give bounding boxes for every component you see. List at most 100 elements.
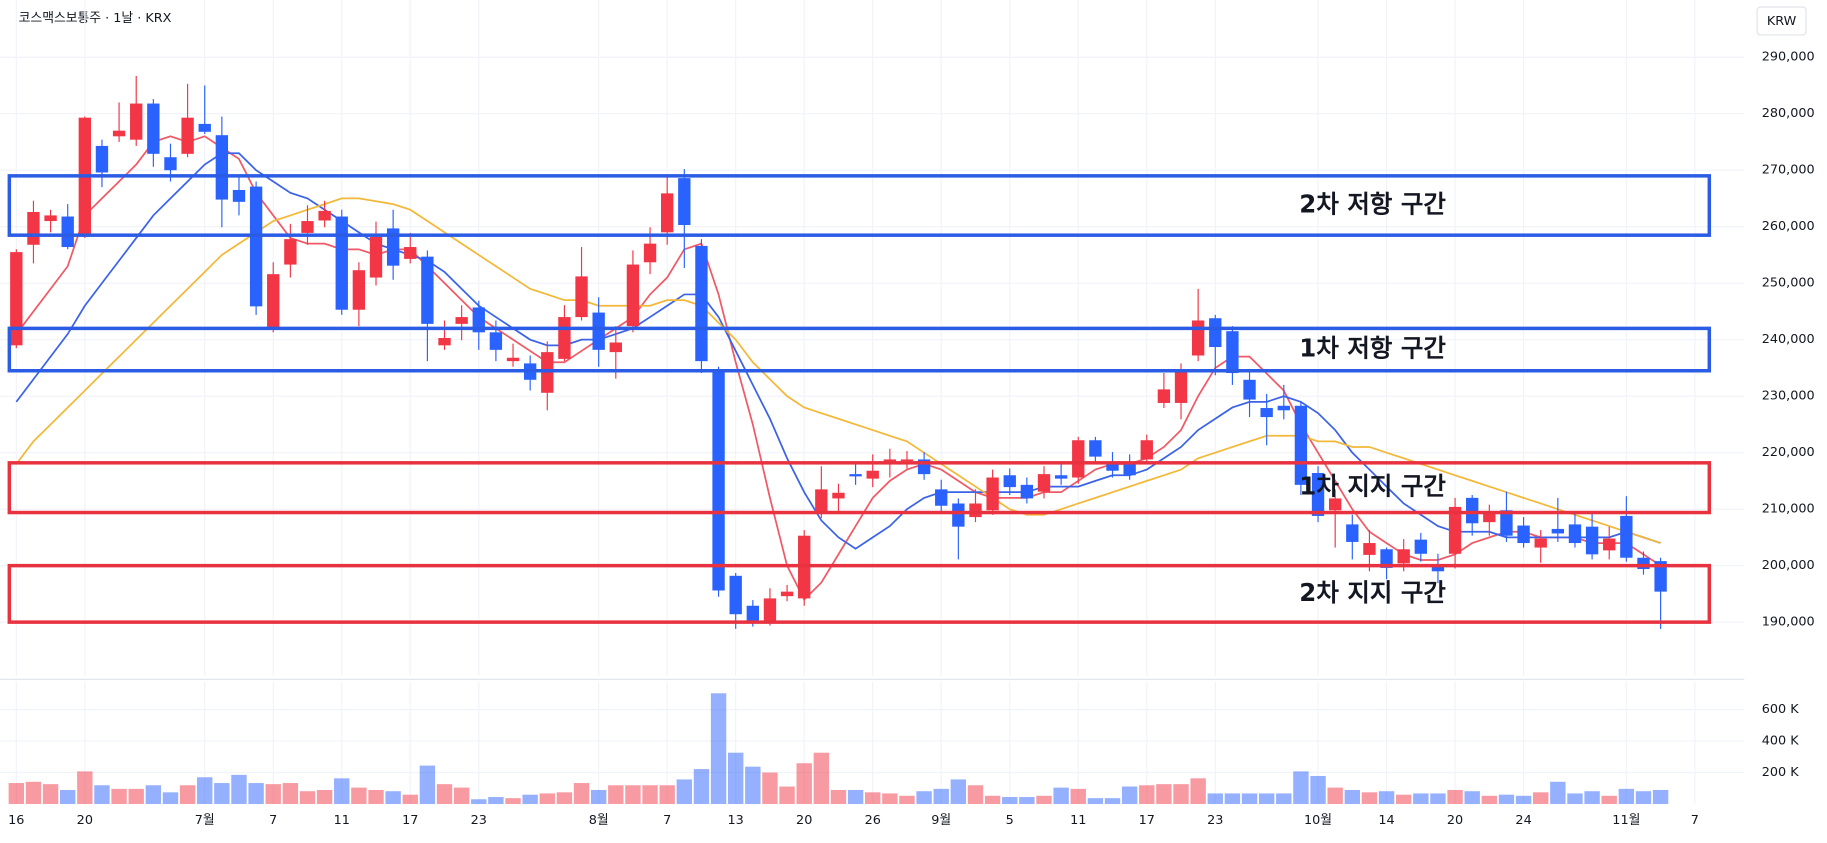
candle-body <box>472 307 485 333</box>
candle-body <box>198 123 211 132</box>
candle-body <box>404 247 417 259</box>
currency-box <box>1756 6 1807 36</box>
volume-bar <box>25 781 42 804</box>
volume-bar <box>334 778 350 804</box>
candle-body <box>1243 379 1256 400</box>
volume-bar <box>676 779 693 804</box>
volume-bar <box>1515 795 1532 804</box>
x-tick-label: 26 <box>865 813 881 828</box>
candle-body <box>1568 524 1582 544</box>
volume-bar <box>316 789 333 804</box>
volume-bar <box>1310 775 1326 804</box>
volume-bar <box>162 792 179 804</box>
candle-body <box>969 503 982 518</box>
volume-bar <box>693 769 710 804</box>
volume-bar <box>882 793 898 804</box>
volume-bar <box>916 791 932 804</box>
candle-body <box>335 216 348 310</box>
volume-bar <box>1327 787 1343 804</box>
candle-body <box>1414 539 1427 554</box>
candle-body <box>712 370 725 591</box>
candle-body <box>369 236 383 278</box>
candle-body <box>1328 498 1342 511</box>
candle-body <box>1483 513 1496 523</box>
volume-bar <box>608 785 624 804</box>
volume-bar <box>625 785 641 804</box>
volume-bar <box>1207 793 1223 804</box>
candle-body <box>866 470 879 479</box>
volume-bar <box>950 779 967 804</box>
candle-body <box>592 312 605 350</box>
candle-body <box>215 135 229 200</box>
candle-body <box>643 243 657 263</box>
candle-body <box>438 337 451 346</box>
candle-body <box>695 245 708 362</box>
volume-bar <box>1276 793 1292 804</box>
candle-body <box>147 103 160 154</box>
candle-body <box>1431 564 1445 572</box>
candle-body <box>1226 331 1239 374</box>
candle-body <box>386 228 400 266</box>
volume-bar <box>847 789 864 804</box>
x-tick-label: 13 <box>728 813 744 828</box>
volume-bar <box>197 777 213 804</box>
volume-bar <box>1156 784 1172 804</box>
volume-bar <box>1190 778 1206 804</box>
volume-bar <box>984 795 1001 804</box>
volume-bar <box>1053 787 1069 804</box>
x-tick-label: 7 <box>1691 813 1699 828</box>
volume-bar <box>1430 793 1446 804</box>
x-tick-label: 14 <box>1378 813 1394 828</box>
volume-bar <box>111 788 127 804</box>
candle-body <box>1603 538 1616 551</box>
volume-bar <box>556 792 573 804</box>
candle-body <box>609 342 622 353</box>
candle-body <box>1174 370 1188 403</box>
x-tick-label: 17 <box>402 813 418 828</box>
zone-label: 1차 지지 구간 <box>1299 472 1446 501</box>
candle-body <box>1089 440 1102 457</box>
y-tick-label: 190,000 <box>1762 615 1815 630</box>
volume-bar <box>145 785 162 804</box>
volume-bar <box>1584 791 1600 804</box>
volume-bar <box>1447 789 1463 804</box>
volume-bar <box>1618 788 1635 804</box>
volume-tick-label: 400 K <box>1762 734 1799 749</box>
y-tick-label: 210,000 <box>1762 502 1815 517</box>
chart-title: 코스맥스보통주 · 1날 · KRX <box>19 11 172 26</box>
volume-bar <box>42 784 59 804</box>
y-tick-label: 260,000 <box>1762 219 1815 234</box>
candle-body <box>935 489 948 506</box>
x-tick-label: 23 <box>1207 813 1223 828</box>
candle-body <box>164 157 177 171</box>
y-tick-label: 220,000 <box>1762 445 1815 460</box>
volume-bar <box>299 791 316 804</box>
candle-body <box>1585 526 1599 555</box>
volume-bar <box>1550 781 1566 804</box>
volume-bar <box>659 785 675 804</box>
candle-body <box>763 598 777 623</box>
candle-body <box>849 474 862 477</box>
volume-bar <box>539 793 555 804</box>
candle-body <box>1311 472 1325 516</box>
volume-bar <box>933 788 949 804</box>
y-tick-label: 290,000 <box>1762 50 1815 65</box>
volume-bar <box>1002 797 1018 804</box>
volume-bar <box>505 798 521 804</box>
volume-bar <box>1652 789 1669 804</box>
candle-body <box>1397 549 1410 564</box>
volume-bar <box>745 766 761 804</box>
volume-bar <box>590 789 607 804</box>
candle-body <box>1620 515 1633 558</box>
zone-label: 2차 지지 구간 <box>1299 578 1446 607</box>
volume-bar <box>813 752 830 804</box>
candle-body <box>1123 463 1136 476</box>
volume-bar <box>1361 792 1378 804</box>
candle-body <box>1380 549 1393 568</box>
candle-body <box>1020 484 1034 499</box>
candle-body <box>1448 506 1462 554</box>
volume-bar <box>1104 798 1121 804</box>
candle-body <box>489 332 503 350</box>
candle-body <box>729 575 742 615</box>
volume-bar <box>1395 794 1412 804</box>
